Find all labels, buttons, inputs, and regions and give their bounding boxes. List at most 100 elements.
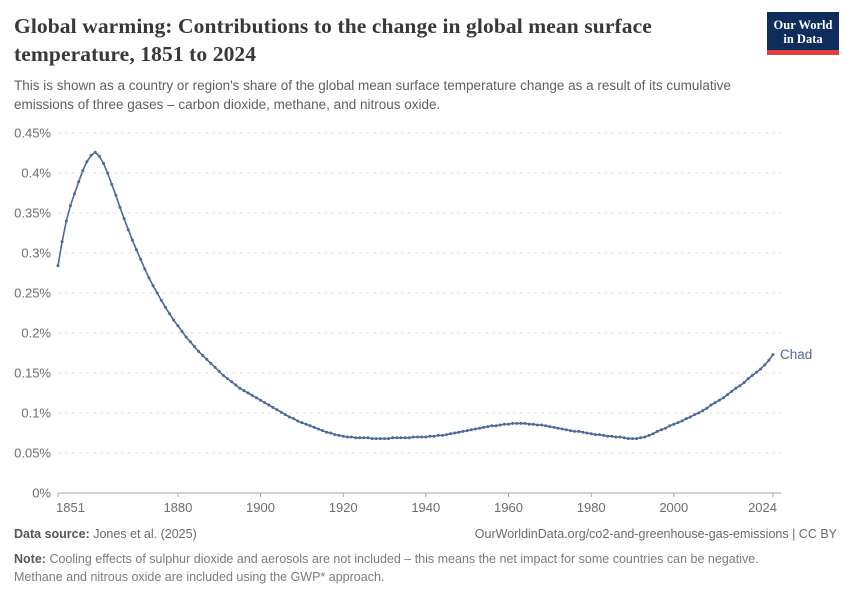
note-text-1: Cooling effects of sulphur dioxide and a… [49,552,759,566]
data-point [461,429,465,433]
data-point [688,415,692,419]
data-point [139,257,143,261]
data-point [490,424,494,428]
data-point [201,353,205,357]
data-point [283,413,287,417]
data-point [672,422,676,426]
x-axis-tick-label: 1960 [494,500,523,515]
data-point [494,424,498,428]
data-point [759,367,763,371]
data-point [502,422,506,426]
data-point [205,357,209,361]
owid-logo-text-1: Our World [773,18,833,32]
data-point [77,180,81,184]
data-point [89,153,93,157]
data-point [238,386,242,390]
data-point [407,436,411,440]
data-point [531,422,535,426]
series-line [57,151,774,440]
data-point [259,398,262,402]
data-point [159,298,163,302]
x-axis-tick-label: 1900 [246,500,275,515]
owid-logo-text-2: in Data [783,32,823,46]
data-point [746,377,750,381]
data-point [585,431,589,435]
data-point [122,217,126,221]
data-point [771,353,775,357]
data-point [126,228,130,232]
data-point [453,431,457,435]
data-point [362,436,366,440]
x-axis-tick-label: 1980 [577,500,606,515]
data-point [676,421,680,425]
data-point [664,426,667,430]
data-point [573,429,577,433]
data-point [701,409,705,413]
data-point [329,431,333,435]
data-point [60,240,64,244]
data-point [370,437,374,441]
data-point [602,433,605,437]
data-point [597,433,601,437]
data-point [469,428,473,432]
data-point [242,389,246,393]
data-point [81,169,85,173]
data-point [556,426,560,430]
data-point [519,421,523,425]
data-point [730,389,734,393]
data-point [713,401,717,405]
data-point [354,436,358,440]
data-point [93,150,97,154]
data-point [391,436,395,440]
data-point [168,312,172,316]
data-point [560,427,564,431]
data-point [610,434,614,438]
y-axis-tick-label: 0.4% [21,166,51,181]
data-point [130,238,134,242]
x-axis-tick-label: 1851 [56,500,85,515]
y-axis-tick-label: 0.15% [14,366,51,381]
chart-subtitle: This is shown as a country or region's s… [14,76,804,114]
header: Global warming: Contributions to the cha… [14,12,754,68]
y-axis-tick-label: 0.1% [21,406,51,421]
data-point [325,430,329,434]
data-point [345,435,349,439]
attribution: OurWorldinData.org/co2-and-greenhouse-ga… [474,527,837,541]
data-point [209,361,213,365]
data-point [767,358,771,362]
data-point [721,396,725,400]
data-point [349,435,353,439]
data-point [378,437,382,441]
note-text-2: Methane and nitrous oxide are included u… [14,570,385,584]
data-point [693,413,696,417]
data-point [755,370,758,374]
data-point [445,433,448,437]
data-point [482,425,486,429]
footer-note: Note: Cooling effects of sulphur dioxide… [14,550,836,586]
owid-logo: Our World in Data [767,12,839,55]
data-point [606,434,610,438]
data-point [333,433,337,437]
data-point [432,434,436,438]
data-point [85,160,89,164]
data-point [221,373,225,377]
data-point [647,433,651,437]
chart-title-line-2: temperature, 1851 to 2024 [14,42,257,66]
data-point [114,193,118,197]
data-point [618,435,622,439]
data-point [147,276,151,280]
data-point [544,424,548,428]
data-point [478,426,482,430]
y-axis-tick-label: 0.05% [14,446,51,461]
data-point [473,427,477,431]
data-point [589,432,593,436]
data-point [118,205,122,209]
data-point [420,435,424,439]
data-point [507,422,510,426]
data-point [102,161,105,165]
data-point [275,408,279,412]
data-point [717,398,721,402]
data-point [416,435,420,439]
